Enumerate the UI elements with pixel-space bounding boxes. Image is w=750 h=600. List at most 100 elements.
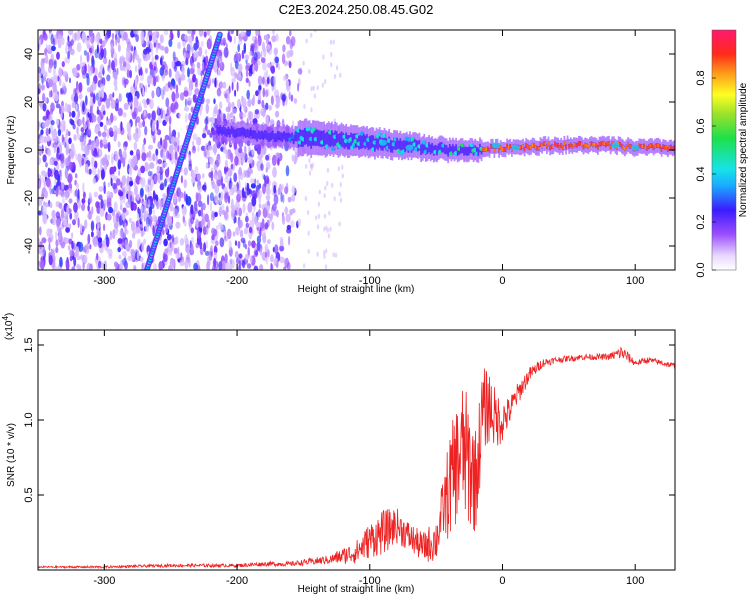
- heatmap-cell: [51, 188, 55, 195]
- heatmap-cell: [144, 125, 148, 136]
- heatmap-cell: [303, 128, 306, 145]
- heatmap-cell: [310, 32, 313, 38]
- heatmap-cell: [55, 247, 58, 253]
- heatmap-cell: [248, 146, 251, 153]
- heatmap-cell: [581, 142, 583, 147]
- heatmap-cell: [80, 223, 83, 234]
- heatmap-cell: [235, 128, 238, 138]
- heatmap-cell: [245, 222, 250, 229]
- x-tick-label: 0: [499, 275, 505, 287]
- heatmap-cell: [68, 137, 72, 145]
- heatmap-cell: [56, 51, 60, 60]
- heatmap-cell: [662, 144, 665, 149]
- heatmap-cell: [86, 75, 90, 86]
- heatmap-cell: [143, 210, 149, 219]
- heatmap-cell: [218, 192, 221, 199]
- heatmap-cell: [214, 63, 217, 73]
- heatmap-cell: [44, 189, 48, 199]
- heatmap-cell: [329, 131, 332, 148]
- heatmap-cell: [71, 266, 76, 270]
- heatmap-cell: [335, 131, 338, 147]
- heatmap-cell: [471, 144, 473, 154]
- heatmap-cell: [140, 187, 144, 197]
- spectrogram-x-axis-label: Height of straight line (km): [298, 284, 415, 295]
- heatmap-cell: [61, 106, 65, 113]
- heatmap-cell: [213, 246, 218, 254]
- heatmap-cell: [117, 35, 120, 45]
- heatmap-cell: [103, 124, 107, 132]
- heatmap-cell: [308, 157, 311, 163]
- heatmap-cell: [201, 133, 207, 139]
- heatmap-cell: [48, 255, 53, 266]
- heatmap-cell: [214, 211, 218, 217]
- heatmap-cell: [38, 88, 41, 95]
- heatmap-cell: [219, 125, 222, 134]
- heatmap-cell: [203, 226, 207, 236]
- heatmap-cell: [38, 210, 42, 216]
- heatmap-cell: [289, 30, 292, 37]
- heatmap-cell: [327, 130, 330, 146]
- heatmap-cell: [55, 239, 59, 247]
- heatmap-cell: [285, 35, 291, 45]
- heatmap-cell: [225, 128, 228, 138]
- heatmap-cell: [196, 173, 201, 181]
- heatmap-cell: [270, 131, 273, 141]
- heatmap-cell: [160, 107, 163, 119]
- heatmap-cell: [98, 186, 104, 192]
- heatmap-cell: [251, 130, 254, 139]
- heatmap-cell: [316, 85, 319, 91]
- heatmap-cell: [87, 233, 91, 245]
- heatmap-cell: [133, 95, 138, 104]
- heatmap-cell: [114, 72, 118, 82]
- heatmap-cell: [84, 219, 88, 229]
- heatmap-cell: [667, 147, 669, 152]
- heatmap-cell: [122, 157, 126, 168]
- heatmap-cell: [51, 45, 56, 52]
- heatmap-cell: [604, 142, 607, 147]
- heatmap-cell: [538, 146, 540, 151]
- heatmap-cell: [114, 85, 118, 92]
- heatmap-cell: [197, 146, 200, 153]
- y-tick-label: 1.0: [23, 412, 35, 427]
- heatmap-cell: [112, 214, 117, 224]
- heatmap-cell: [359, 135, 362, 149]
- heatmap-cell: [302, 263, 306, 269]
- heatmap-cell: [221, 260, 226, 270]
- heatmap-cell: [282, 44, 286, 53]
- heatmap-cell: [58, 227, 62, 238]
- heatmap-cell: [79, 119, 83, 126]
- heatmap-cell: [147, 170, 152, 177]
- heatmap-cell: [39, 135, 45, 144]
- heatmap-cell: [124, 222, 127, 234]
- heatmap-cell: [246, 30, 251, 37]
- heatmap-cell: [582, 145, 585, 149]
- heatmap-cell: [251, 240, 256, 249]
- heatmap-cell: [248, 80, 251, 87]
- heatmap-cell: [260, 148, 264, 159]
- heatmap-cell: [186, 43, 191, 54]
- heatmap-cell: [85, 36, 90, 46]
- heatmap-cell: [69, 212, 73, 220]
- heatmap-cell: [267, 62, 271, 68]
- heatmap-cell: [265, 102, 269, 111]
- heatmap-cell: [71, 240, 74, 250]
- heatmap-cell: [160, 137, 163, 146]
- heatmap-cell: [120, 121, 123, 132]
- heatmap-cell: [255, 90, 259, 97]
- heatmap-cell: [134, 49, 138, 57]
- heatmap-cell: [155, 44, 159, 54]
- heatmap-cell: [237, 240, 241, 249]
- heatmap-cell: [317, 201, 321, 207]
- heatmap-cell: [339, 197, 343, 203]
- heatmap-cell: [121, 251, 127, 257]
- heatmap-cell: [241, 126, 244, 136]
- heatmap-cell: [122, 151, 126, 159]
- heatmap-cell: [218, 55, 223, 62]
- heatmap-cell: [183, 52, 186, 59]
- heatmap-cell: [248, 240, 251, 247]
- heatmap-cell: [146, 152, 149, 158]
- heatmap-cell: [511, 147, 513, 152]
- heatmap-cell: [241, 112, 247, 118]
- heatmap-cell: [84, 144, 90, 156]
- heatmap-cell: [132, 30, 137, 35]
